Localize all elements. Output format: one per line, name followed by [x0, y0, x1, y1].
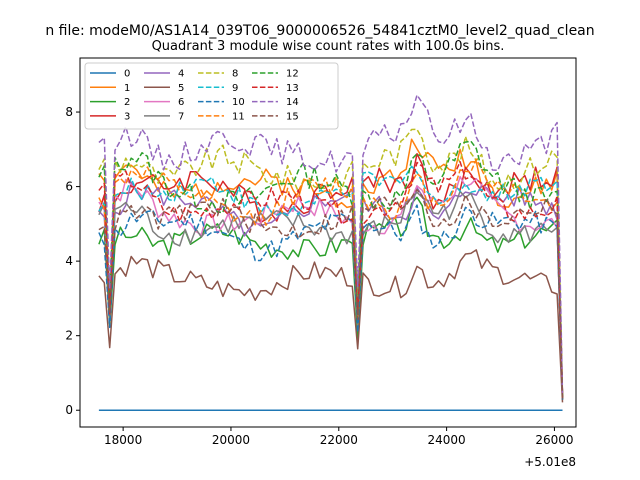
y-tick-label: 2: [65, 329, 73, 343]
y-tick-label: 6: [65, 180, 73, 194]
y-tick-label: 8: [65, 105, 73, 119]
series-line-7: [98, 190, 564, 400]
chart-title: Quadrant 3 module wise count rates with …: [152, 39, 505, 54]
legend-label-5: 5: [178, 83, 184, 94]
legend-label-1: 1: [124, 83, 130, 94]
series-line-5: [98, 249, 564, 403]
legend-label-13: 13: [286, 83, 299, 94]
series-line-1: [98, 138, 564, 397]
x-offset-label: +5.01e8: [524, 455, 576, 469]
series-line-14: [98, 94, 564, 395]
series-layer: [98, 94, 564, 411]
legend-label-12: 12: [286, 69, 299, 80]
legend-label-14: 14: [286, 97, 299, 108]
y-tick-label: 4: [65, 254, 73, 268]
legend-label-6: 6: [178, 97, 184, 108]
legend-label-15: 15: [286, 111, 299, 122]
legend-label-10: 10: [232, 97, 245, 108]
series-line-13: [98, 161, 564, 398]
legend-label-9: 9: [232, 83, 238, 94]
legend-box: [84, 62, 339, 130]
legend-label-2: 2: [124, 97, 130, 108]
series-line-11: [98, 158, 564, 398]
chart-suptitle: n file: modeM0/AS1A14_039T06_9000006526_…: [45, 23, 594, 39]
plot-frame: [79, 57, 577, 428]
y-axis: 0 2 4 6 8: [65, 105, 80, 417]
legend-label-4: 4: [178, 69, 184, 80]
y-tick-label: 0: [65, 403, 73, 417]
legend-label-7: 7: [178, 111, 184, 122]
x-tick-label: 24000: [428, 433, 466, 447]
series-line-2: [98, 196, 564, 400]
x-tick-label: 22000: [320, 433, 358, 447]
legend-label-8: 8: [232, 69, 238, 80]
series-line-3: [98, 152, 564, 398]
legend-label-11: 11: [232, 111, 245, 122]
legend-label-0: 0: [124, 69, 130, 80]
series-line-6: [98, 175, 564, 399]
x-tick-label: 20000: [212, 433, 250, 447]
x-axis: 18000 20000 22000 24000 26000: [104, 427, 574, 447]
x-tick-label: 26000: [535, 433, 573, 447]
series-line-15: [98, 188, 564, 399]
series-line-12: [98, 140, 564, 397]
x-tick-label: 18000: [104, 433, 142, 447]
legend-label-3: 3: [124, 111, 130, 122]
series-line-10: [98, 204, 564, 400]
